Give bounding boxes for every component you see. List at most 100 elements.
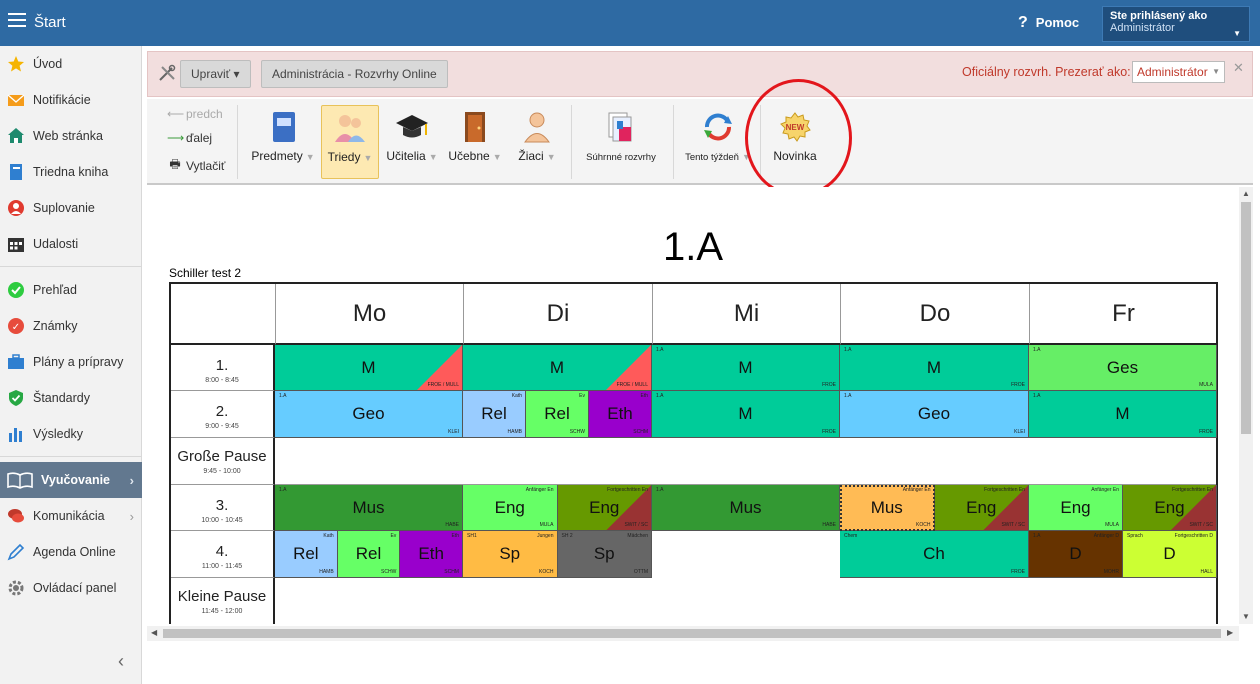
admin-timetable-button[interactable]: Administrácia - Rozvrhy Online bbox=[261, 60, 448, 88]
scroll-down-icon[interactable]: ▼ bbox=[1242, 612, 1250, 621]
lesson-cell[interactable]: 1.A M FROE bbox=[652, 345, 840, 391]
lesson-subject: Mus bbox=[729, 497, 762, 517]
next-button[interactable]: ⟶ ďalej bbox=[167, 131, 213, 145]
sidebar-item-notifikacie[interactable]: Notifikácie bbox=[0, 82, 142, 118]
sidebar-item-komunikacia[interactable]: Komunikácia › bbox=[0, 498, 142, 534]
lesson-cell[interactable]: Anfänger En Eng MULA bbox=[1029, 485, 1123, 531]
house-icon bbox=[8, 128, 24, 143]
lesson-cell[interactable]: Fortgeschritten En Eng SWIT / SC bbox=[934, 485, 1029, 531]
summary-timetables-button[interactable]: Súhrnné rozvrhy bbox=[579, 105, 663, 179]
lesson-cell[interactable]: Sprach Fortgeschritten D D HALL bbox=[1123, 531, 1217, 578]
teachers-button[interactable]: Učitelia ▼ bbox=[383, 105, 441, 179]
timetable-grid: Mo Di Mi Do Fr 1. 8:00 - 8:45 2. 9:00 - 9:45 Groß… bbox=[169, 282, 1218, 624]
lesson-subject: M bbox=[361, 357, 376, 377]
collapse-sidebar-icon[interactable]: ‹ bbox=[118, 651, 124, 671]
lesson-group-right: Ev bbox=[579, 393, 585, 399]
ribbon-divider bbox=[571, 105, 572, 179]
lesson-cell[interactable]: Fortgeschritten En Eng SWIT / SC bbox=[557, 485, 652, 531]
lesson-cell[interactable]: SH 2 Mädchen Sp OTTM bbox=[557, 531, 652, 578]
period-cell: 4. 11:00 - 11:45 bbox=[171, 531, 275, 578]
scroll-up-icon[interactable]: ▲ bbox=[1242, 189, 1250, 198]
scrollbar-thumb[interactable] bbox=[1241, 202, 1251, 434]
lesson-cell[interactable]: 1.A M FROE bbox=[652, 391, 840, 438]
help-link[interactable]: ? Pomoc bbox=[1018, 14, 1080, 31]
question-icon: ? bbox=[1018, 14, 1028, 31]
scrollbar-thumb[interactable] bbox=[163, 629, 1221, 638]
briefcase-icon bbox=[8, 354, 24, 369]
sidebar-item-suplovanie[interactable]: Suplovanie bbox=[0, 190, 142, 226]
students-button[interactable]: Žiaci ▼ bbox=[509, 105, 565, 179]
view-as-select[interactable]: Administrátor ▼ bbox=[1132, 61, 1225, 83]
period-label: 1. bbox=[215, 357, 229, 374]
sidebar-item-standardy[interactable]: Štandardy bbox=[0, 380, 142, 416]
lesson-subject: Rel bbox=[293, 544, 319, 563]
open-book-icon bbox=[7, 472, 33, 489]
app-title[interactable]: Štart bbox=[34, 14, 66, 31]
edit-button[interactable]: Upraviť ▾ bbox=[180, 60, 251, 88]
lesson-cell[interactable]: M FROE / MULL bbox=[463, 345, 652, 391]
lesson-subject: Geo bbox=[352, 404, 385, 423]
lesson-cell[interactable]: SH1 Jungen Sp KOCH bbox=[463, 531, 558, 578]
lesson-teacher: KOCH bbox=[539, 569, 554, 575]
lesson-cell[interactable]: 1.A Mus HABE bbox=[275, 485, 463, 531]
lesson-cell[interactable]: Kath Rel HAMB bbox=[275, 531, 338, 578]
sidebar-item-prehlad[interactable]: Prehľad bbox=[0, 272, 142, 308]
lesson-cell[interactable]: Ev Rel SCHW bbox=[337, 531, 401, 578]
lesson-cell[interactable]: Ev Rel SCHW bbox=[526, 391, 589, 438]
period-time: 8:00 - 8:45 bbox=[205, 377, 239, 384]
subjects-button[interactable]: Predmety ▼ bbox=[247, 105, 319, 179]
user-menu[interactable]: Ste prihlásený ako Administrátor ▼ bbox=[1102, 6, 1250, 42]
lesson-cell[interactable]: Anfänger En Eng MULA bbox=[463, 485, 558, 531]
sidebar-item-ovladaci-panel[interactable]: Ovládací panel bbox=[0, 570, 142, 606]
scroll-left-icon[interactable]: ◀ bbox=[151, 628, 158, 637]
horizontal-scrollbar[interactable]: ◀ ▶ bbox=[147, 626, 1239, 641]
sidebar-item-udalosti[interactable]: Udalosti bbox=[0, 226, 142, 262]
sidebar-item-web-stranka[interactable]: Web stránka bbox=[0, 118, 142, 154]
sidebar-divider bbox=[0, 456, 142, 457]
lesson-teacher: SWIT / SC bbox=[624, 522, 648, 528]
printer-icon: 🖶 bbox=[169, 157, 181, 171]
school-name: Schiller test 2 bbox=[169, 266, 242, 280]
lesson-cell[interactable]: 1.A Ges MULA bbox=[1029, 345, 1217, 391]
hamburger-menu-icon[interactable] bbox=[8, 13, 26, 29]
lesson-group: 1.A bbox=[656, 393, 664, 399]
scroll-right-icon[interactable]: ▶ bbox=[1227, 628, 1234, 637]
sidebar-item-uvod[interactable]: Úvod bbox=[0, 46, 142, 82]
lesson-subject: Sp bbox=[593, 544, 615, 563]
lesson-cell[interactable]: Anfänger En Mus KOCH bbox=[840, 485, 935, 531]
lesson-cell[interactable]: 1.A Geo KLEI bbox=[840, 391, 1029, 438]
lesson-cell[interactable]: Eth Eth SCHM bbox=[589, 391, 652, 438]
vertical-scrollbar[interactable]: ▲ ▼ bbox=[1239, 187, 1253, 624]
lesson-subject: Eng bbox=[1060, 497, 1091, 517]
print-button[interactable]: 🖶 Vytlačiť bbox=[167, 155, 225, 176]
lesson-teacher: SCHM bbox=[633, 429, 648, 435]
lesson-cell[interactable]: 1.A Geo KLEI bbox=[275, 391, 463, 438]
sidebar-item-agenda[interactable]: Agenda Online bbox=[0, 534, 142, 570]
ribbon-divider bbox=[673, 105, 674, 179]
lesson-group: SH1 bbox=[467, 533, 477, 539]
lesson-subject: Mus bbox=[352, 497, 385, 517]
this-week-button[interactable]: Tento týždeň ▼ bbox=[681, 105, 755, 179]
lesson-cell[interactable]: Kath Rel HAMB bbox=[463, 391, 526, 438]
lesson-group-right: Kath bbox=[511, 393, 522, 399]
sidebar-item-vyucovanie[interactable]: Vyučovanie › bbox=[0, 462, 142, 498]
sidebar-item-znamky[interactable]: ✓ Známky bbox=[0, 308, 142, 344]
lesson-cell[interactable]: 1.A Mus HABE bbox=[652, 485, 840, 531]
lesson-cell[interactable]: 1.A M FROE bbox=[840, 345, 1029, 391]
classes-button[interactable]: Triedy ▼ bbox=[321, 105, 379, 179]
lesson-cell[interactable]: 1.A M FROE bbox=[1029, 391, 1217, 438]
lesson-cell[interactable]: Fortgeschritten En Eng SWIT / SC bbox=[1123, 485, 1217, 531]
sidebar-item-plany[interactable]: Plány a prípravy bbox=[0, 344, 142, 380]
lesson-teacher: FROE bbox=[822, 429, 836, 435]
rooms-button[interactable]: Učebne ▼ bbox=[445, 105, 505, 179]
lesson-cell[interactable]: Eth Eth SCHM bbox=[400, 531, 463, 578]
sidebar-item-triedna-kniha[interactable]: Triedna kniha bbox=[0, 154, 142, 190]
prev-button[interactable]: ⟵ predch bbox=[167, 107, 223, 121]
lesson-cell[interactable]: 1.A Anfänger D D MOHR bbox=[1029, 531, 1123, 578]
sidebar-item-vysledky[interactable]: Výsledky bbox=[0, 416, 142, 452]
lesson-subject: D bbox=[1163, 544, 1176, 563]
lesson-cell[interactable]: M FROE / MULL bbox=[275, 345, 463, 391]
lesson-cell[interactable]: Chem Ch FROE bbox=[840, 531, 1029, 578]
period-label: Große Pause bbox=[177, 448, 267, 465]
close-icon[interactable]: ✕ bbox=[1233, 60, 1244, 75]
